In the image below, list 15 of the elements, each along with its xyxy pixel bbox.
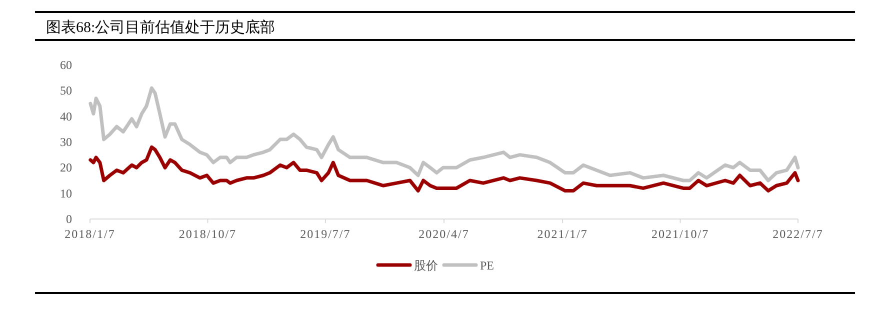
y-tick-label: 0	[66, 212, 72, 226]
y-tick-label: 10	[60, 186, 72, 200]
x-tick-label: 2022/7/7	[772, 227, 824, 241]
x-tick-label: 2021/10/7	[651, 227, 710, 241]
y-tick-label: 30	[60, 135, 72, 149]
x-tick-label: 2018/1/7	[64, 227, 116, 241]
y-tick-label: 20	[60, 160, 72, 175]
y-tick-label: 60	[60, 58, 72, 72]
y-tick-label: 50	[60, 84, 72, 98]
x-tick-label: 2021/1/7	[537, 227, 588, 241]
title: 图表68:公司目前估值处于历史底部	[46, 20, 276, 36]
x-tick-label: 2020/4/7	[418, 227, 470, 241]
x-tick-label: 2018/10/7	[178, 227, 237, 241]
x-tick-label: 2019/7/7	[300, 227, 351, 241]
y-tick-label: 40	[60, 109, 72, 124]
